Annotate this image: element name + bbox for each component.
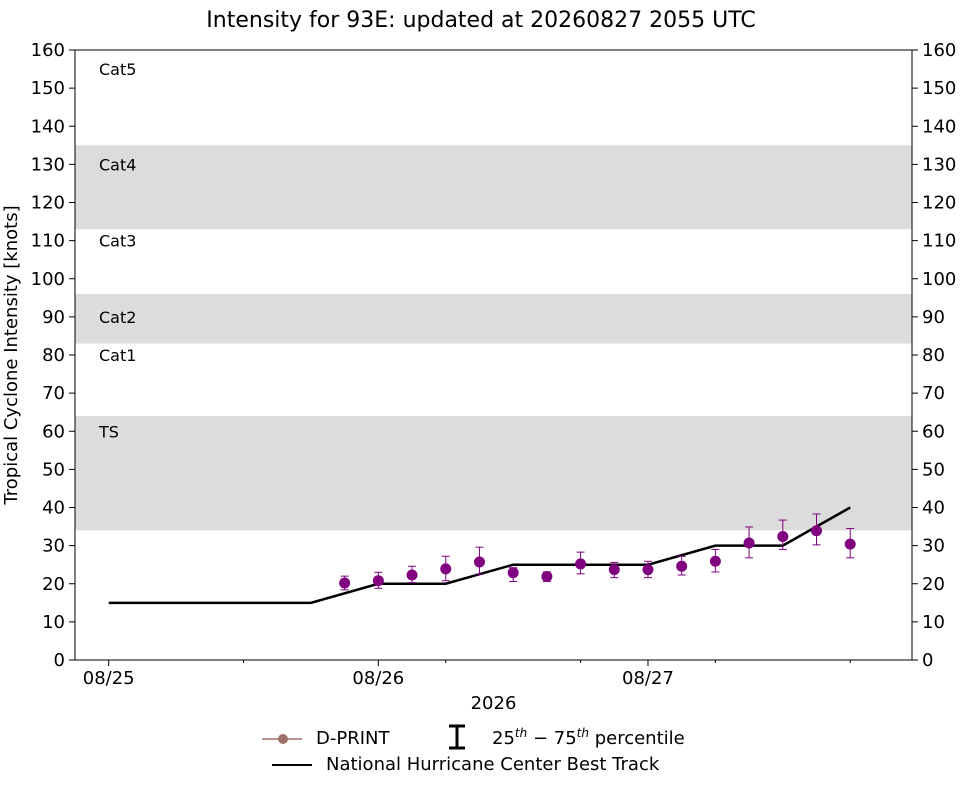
y-tick-label-right: 110	[922, 231, 956, 252]
y-tick-label-right: 50	[922, 459, 945, 480]
dprint-marker	[507, 567, 519, 579]
plot-frame	[74, 49, 913, 661]
y-tick-label-left: 0	[54, 650, 65, 671]
legend-label-dprint: D-PRINT	[316, 728, 390, 749]
x-axis: 08/25 08/26 08/27	[83, 660, 851, 689]
dprint-marker	[844, 538, 856, 550]
y-tick-label-right: 120	[922, 193, 956, 214]
y-tick-label-right: 0	[922, 650, 933, 671]
y-tick-label-left: 140	[31, 116, 65, 137]
dprint-point	[811, 513, 823, 546]
band-label-cat2: Cat2	[99, 308, 136, 327]
y-tick-label-right: 10	[922, 612, 945, 633]
y-tick-label-right: 150	[922, 78, 956, 99]
y-tick-label-left: 70	[42, 383, 65, 404]
dprint-point	[339, 575, 351, 591]
dprint-marker	[743, 537, 755, 549]
legend-item-percentile: 25th − 75th percentile	[446, 724, 685, 750]
dprint-point	[642, 560, 654, 579]
y-tick-label-right: 80	[922, 345, 945, 366]
band-label-ts: TS	[98, 422, 119, 441]
band-ts	[75, 416, 912, 531]
band-label-cat4: Cat4	[99, 155, 136, 174]
y-tick-label-right: 140	[922, 116, 956, 137]
y-tick-label-left: 90	[42, 307, 65, 328]
y-tick-label-right: 70	[922, 383, 945, 404]
dprint-point	[541, 571, 553, 583]
x-tick-label: 08/25	[83, 668, 135, 689]
y-axis-left: 0 10 20 30 40 50 60 70 80 90 100 110 120 130 140 150 160	[31, 40, 75, 671]
dprint-marker	[575, 558, 587, 570]
y-tick-label-left: 40	[42, 498, 65, 519]
y-tick-label-right: 40	[922, 498, 945, 519]
dprint-point	[608, 561, 620, 579]
errorbar-legend-icon	[449, 724, 465, 750]
dprint-marker	[406, 569, 418, 581]
dprint-point	[440, 555, 452, 582]
dprint-point	[676, 555, 688, 576]
band-label-cat5: Cat5	[99, 60, 136, 79]
x-tick-label: 08/26	[352, 668, 404, 689]
chart-title: Intensity for 93E: updated at 20260827 2…	[206, 8, 756, 33]
legend-label-percentile: 25th − 75th percentile	[492, 725, 685, 749]
y-tick-label-left: 130	[31, 154, 65, 175]
category-bands	[75, 145, 912, 531]
dprint-point	[844, 527, 856, 559]
dprint-point	[575, 551, 587, 575]
besttrack-legend-icon	[272, 763, 312, 766]
x-axis-label: 2026	[471, 693, 517, 714]
dprint-legend-icon	[262, 733, 302, 744]
y-tick-label-right: 60	[922, 421, 945, 442]
band-label-cat3: Cat3	[99, 232, 136, 251]
y-tick-label-left: 50	[42, 459, 65, 480]
y-tick-label-left: 100	[31, 269, 65, 290]
dprint-marker	[541, 571, 553, 583]
dprint-point	[473, 546, 485, 575]
band-cat2	[75, 294, 912, 344]
y-tick-label-left: 150	[31, 78, 65, 99]
y-tick-label-left: 160	[31, 40, 65, 61]
y-tick-label-left: 30	[42, 536, 65, 557]
band-label-cat1: Cat1	[99, 346, 136, 365]
y-tick-label-left: 20	[42, 574, 65, 595]
legend-item-dprint: D-PRINT	[262, 728, 390, 749]
dprint-marker	[608, 564, 620, 576]
x-tick-label: 08/27	[622, 668, 674, 689]
legend-item-besttrack: National Hurricane Center Best Track	[272, 754, 659, 775]
y-tick-label-right: 20	[922, 574, 945, 595]
y-tick-label-left: 110	[31, 231, 65, 252]
dprint-point	[406, 565, 418, 584]
y-tick-label-left: 10	[42, 612, 65, 633]
dprint-point	[743, 526, 755, 559]
band-cat4	[75, 145, 912, 230]
y-tick-label-left: 80	[42, 345, 65, 366]
y-tick-label-right: 100	[922, 269, 956, 290]
y-tick-label-right: 160	[922, 40, 956, 61]
dprint-series	[339, 513, 856, 591]
y-tick-label-right: 90	[922, 307, 945, 328]
y-tick-label-right: 30	[922, 536, 945, 557]
y-tick-label-left: 120	[31, 193, 65, 214]
dprint-marker	[676, 560, 688, 572]
dprint-marker	[339, 577, 351, 589]
legend-label-besttrack: National Hurricane Center Best Track	[326, 754, 660, 775]
dprint-marker	[811, 525, 823, 537]
category-band-labels: TS Cat1 Cat2 Cat3 Cat4 Cat5	[98, 60, 136, 441]
dprint-point	[372, 571, 384, 589]
dprint-point	[709, 548, 721, 573]
y-tick-label-right: 130	[922, 154, 956, 175]
dprint-marker	[473, 556, 485, 568]
dprint-point	[507, 567, 519, 582]
dprint-marker	[709, 555, 721, 567]
y-tick-label-left: 60	[42, 421, 65, 442]
dprint-point	[777, 519, 789, 550]
y-axis-right: 0 10 20 30 40 50 60 70 80 90 100 110 120 130 140 150 160	[912, 40, 956, 671]
dprint-marker	[642, 564, 654, 576]
dprint-marker	[440, 563, 452, 575]
y-axis-label: Tropical Cyclone Intensity [knots]	[1, 205, 22, 505]
dprint-marker	[372, 575, 384, 587]
dprint-marker	[777, 530, 789, 542]
